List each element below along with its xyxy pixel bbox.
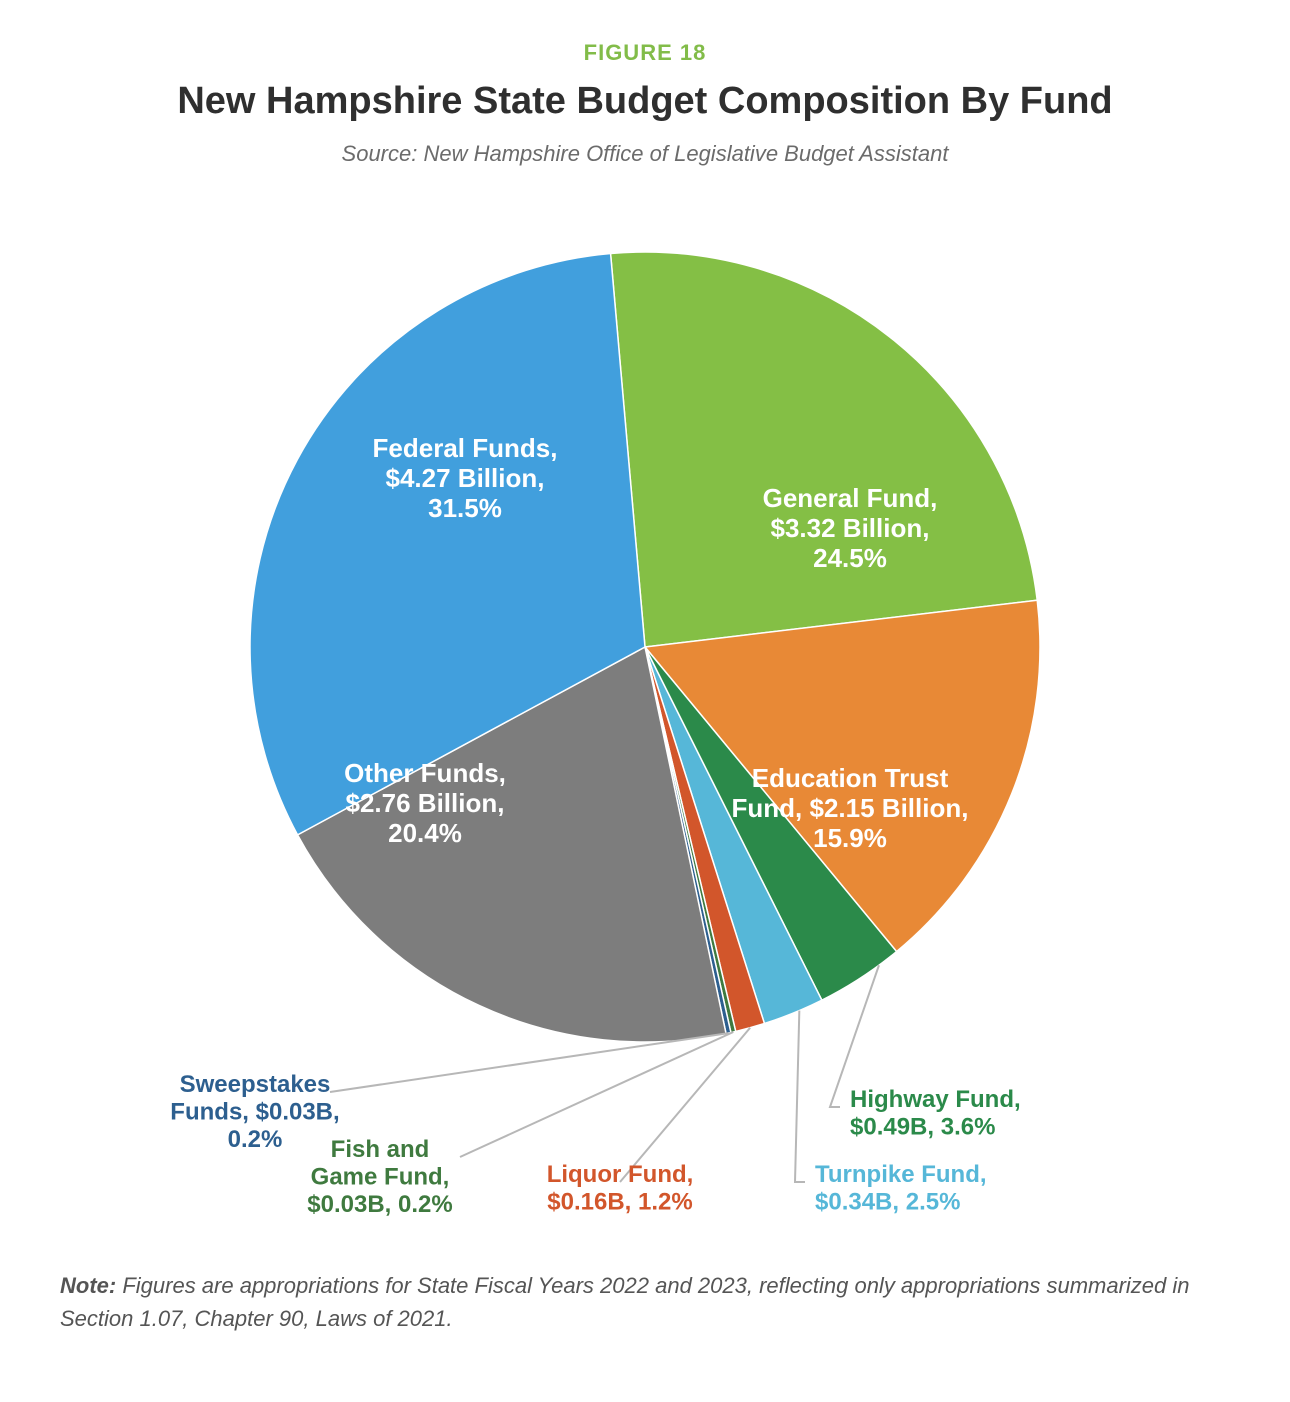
figure-label: FIGURE 18: [60, 40, 1230, 66]
chart-note: Note: Figures are appropriations for Sta…: [60, 1269, 1230, 1335]
pie-chart: General Fund,$3.32 Billion,24.5%Educatio…: [60, 197, 1230, 1247]
pie-slice: [611, 252, 1038, 647]
chart-source: Source: New Hampshire Office of Legislat…: [60, 141, 1230, 167]
chart-title: New Hampshire State Budget Composition B…: [60, 80, 1230, 123]
callout-line: [620, 1028, 750, 1182]
pie-svg: General Fund,$3.32 Billion,24.5%Educatio…: [60, 197, 1230, 1247]
figure-container: FIGURE 18 New Hampshire State Budget Com…: [0, 0, 1290, 1402]
pie-label-callout: Turnpike Fund,$0.34B, 2.5%: [815, 1161, 987, 1216]
pie-label-callout: SweepstakesFunds, $0.03B,0.2%: [170, 1071, 339, 1153]
callout-line: [460, 1032, 733, 1157]
pie-label-callout: Fish andGame Fund,$0.03B, 0.2%: [307, 1136, 452, 1218]
pie-label-callout: Liquor Fund,$0.16B, 1.2%: [547, 1161, 694, 1216]
pie-label-callout: Highway Fund,$0.49B, 3.6%: [850, 1086, 1021, 1141]
note-bold: Note:: [60, 1273, 116, 1298]
note-body: Figures are appropriations for State Fis…: [60, 1273, 1190, 1331]
callout-line: [795, 1011, 805, 1182]
